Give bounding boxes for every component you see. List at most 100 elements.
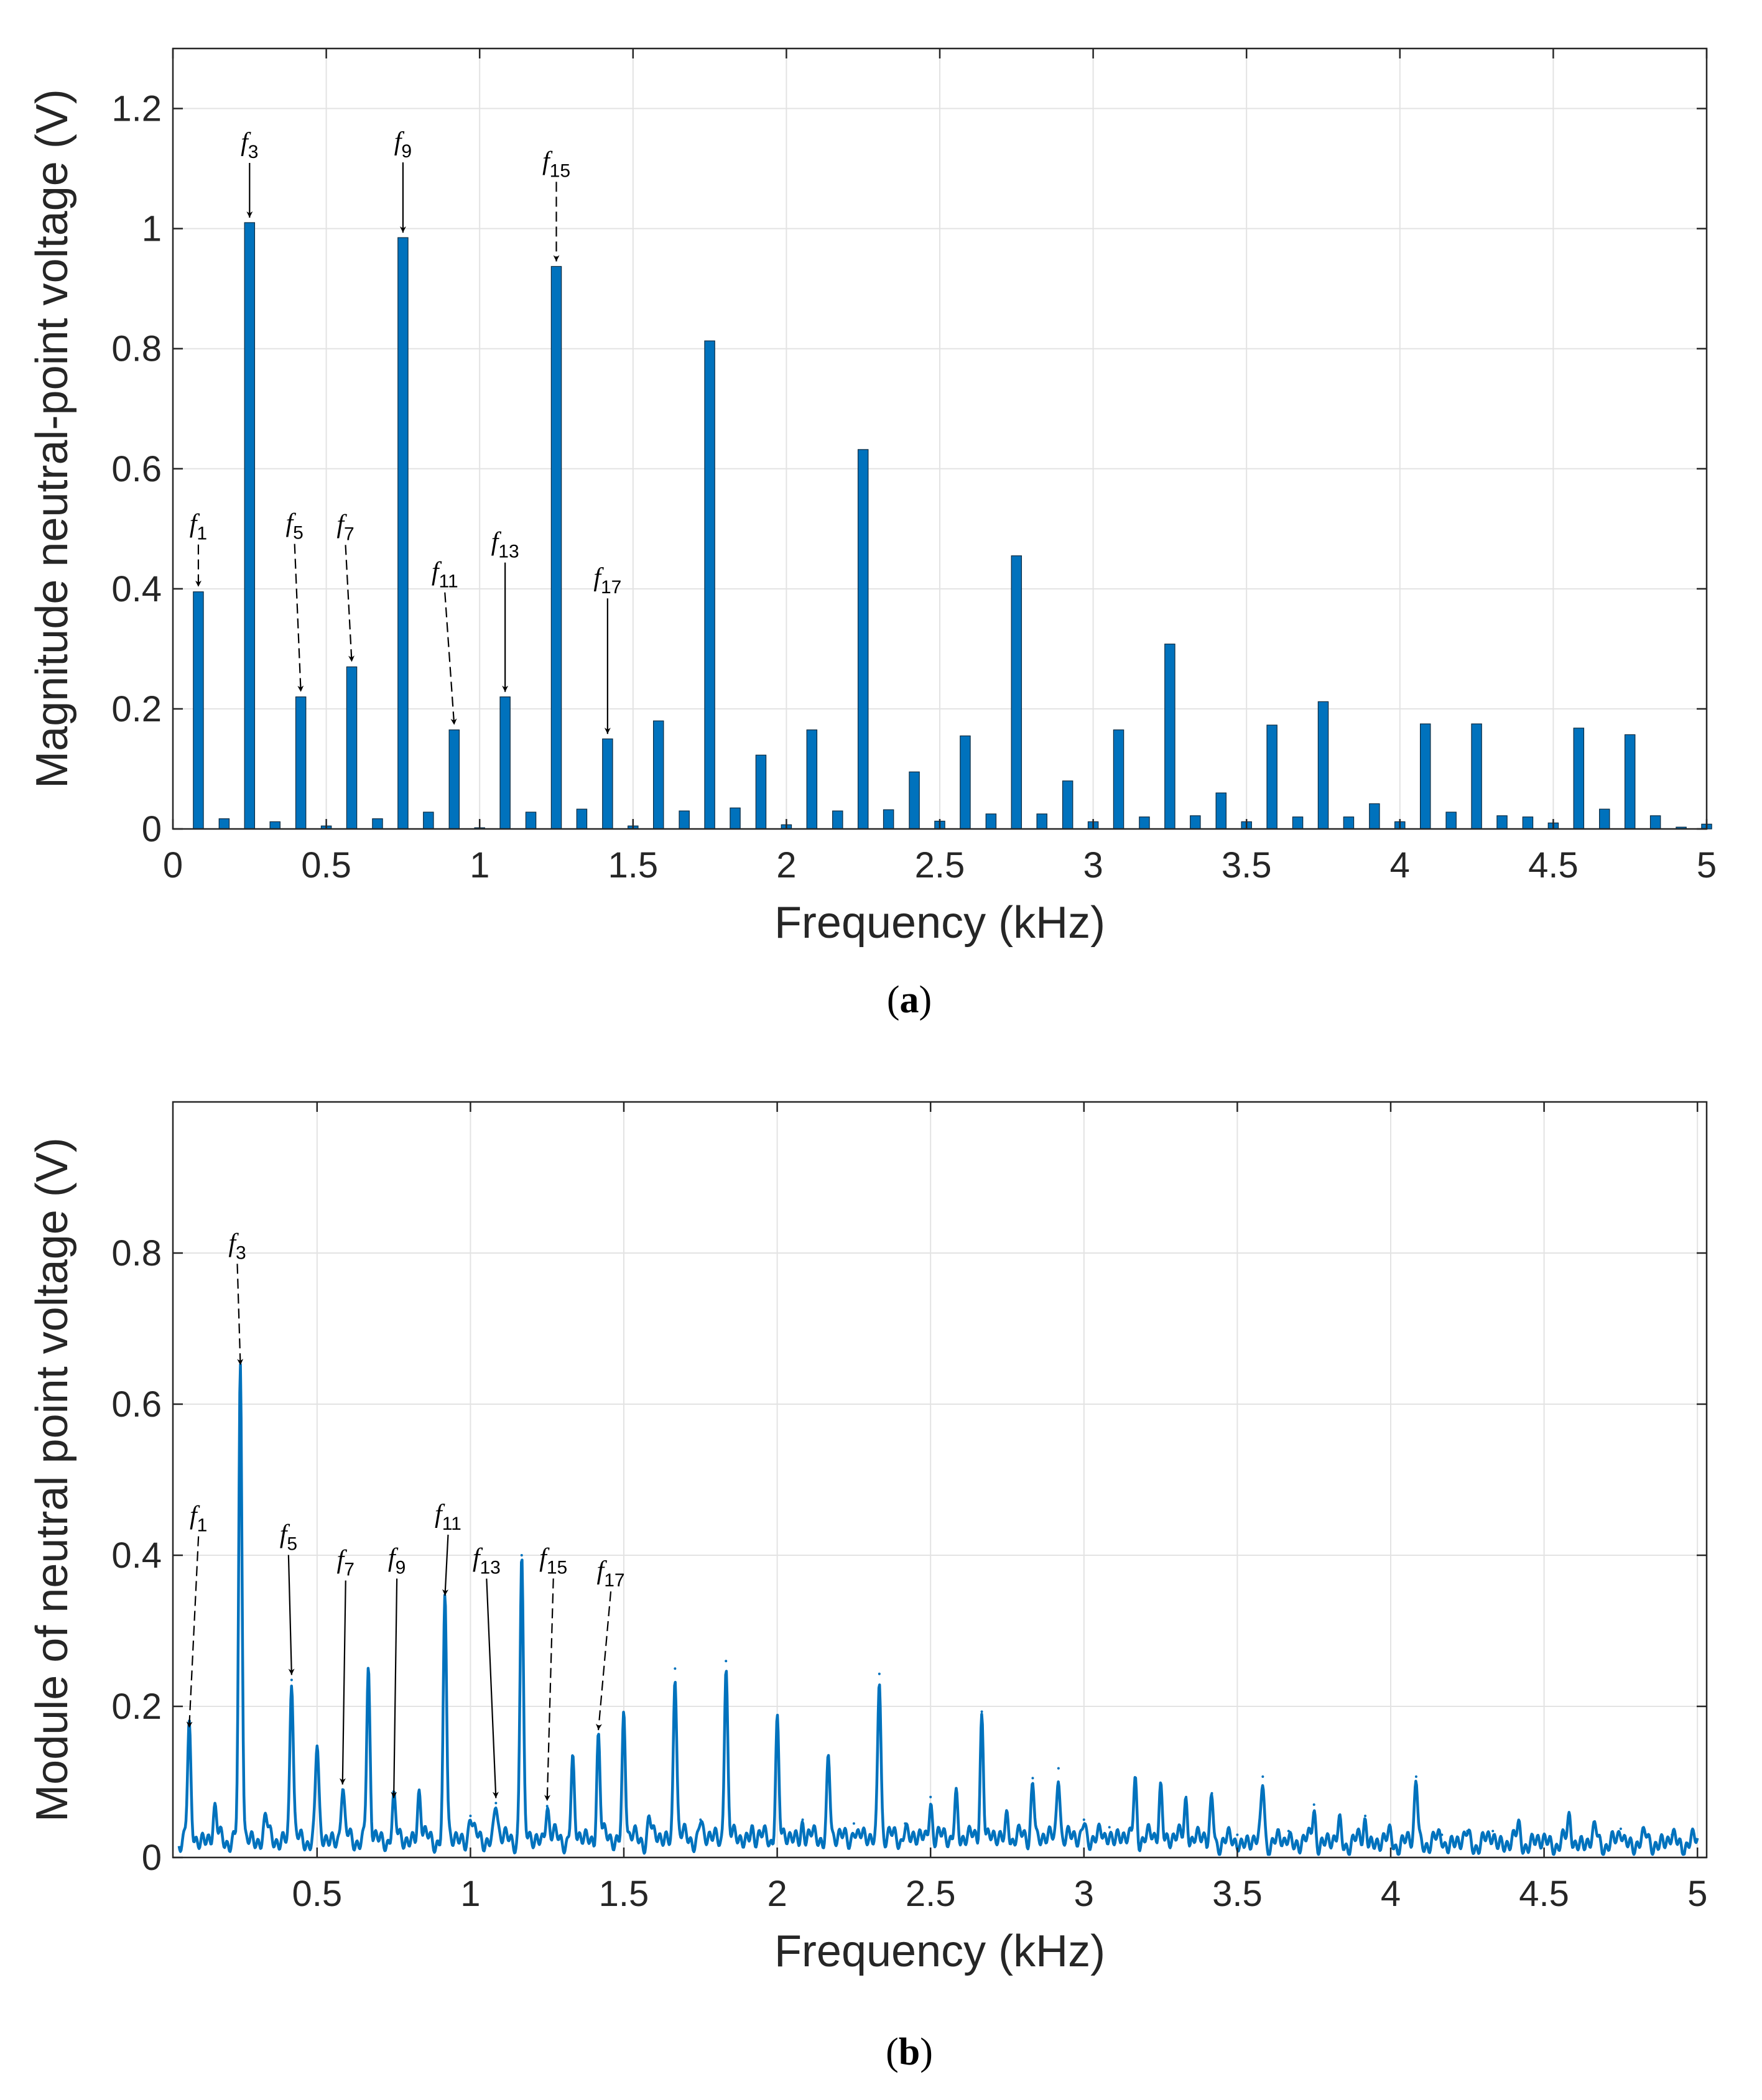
chart-b-annotation-label-7: f7 bbox=[337, 1546, 355, 1580]
chart-b-ytick-label-3: 0.6 bbox=[111, 1384, 162, 1425]
chart-b-ytick-label-2: 0.4 bbox=[111, 1535, 162, 1576]
chart-a-annotation-label-5: f5 bbox=[285, 509, 303, 544]
chart-b-peak-35 bbox=[1082, 1818, 1085, 1821]
chart-a-annotation-label-13: f13 bbox=[491, 528, 519, 562]
chart-b-peak-7 bbox=[367, 1671, 370, 1674]
chart-b-peak-50 bbox=[1466, 1829, 1469, 1833]
chart-a-bar-30 bbox=[960, 735, 971, 830]
chart-b-peak-3 bbox=[264, 1820, 267, 1823]
chart-a-annotation-label-1: f1 bbox=[190, 510, 207, 544]
chart-a-bar-16 bbox=[602, 738, 613, 830]
chart-b-peak-37 bbox=[1134, 1777, 1137, 1780]
chart-b-peak-18 bbox=[647, 1815, 651, 1818]
chart-a-annotation-label-3: f3 bbox=[241, 128, 258, 162]
chart-b-peak-5 bbox=[315, 1746, 318, 1749]
chart-a-bar-37 bbox=[1139, 816, 1150, 830]
chart-a-bar-12 bbox=[499, 696, 511, 830]
chart-a-bar-40 bbox=[1215, 792, 1227, 830]
chart-a-bar-14 bbox=[550, 266, 562, 830]
chart-b-peak-8 bbox=[392, 1802, 396, 1805]
chart-b-peak-22 bbox=[750, 1826, 753, 1829]
chart-a-xtick-label-1: 0.5 bbox=[301, 845, 351, 886]
chart-b-annotation-sub-1: 1 bbox=[197, 1515, 208, 1536]
chart-b-annotation-f7: f7 bbox=[337, 1546, 355, 1785]
chart-b-annotation-label-9: f9 bbox=[388, 1544, 406, 1578]
chart-a-bars bbox=[193, 222, 1712, 830]
chart-b-series-line bbox=[177, 1362, 1699, 1856]
chart-a-bar-56 bbox=[1624, 734, 1636, 830]
chart-a-annotation-sub-5: 5 bbox=[293, 523, 304, 544]
chart-a-ylabel: Magnitude neutral-point voltage (V) bbox=[27, 89, 77, 789]
chart-b-peak-32 bbox=[1006, 1811, 1009, 1814]
chart-b-peak-13 bbox=[520, 1554, 523, 1556]
chart-b-peak-33 bbox=[1031, 1777, 1034, 1780]
chart-b-peak-42 bbox=[1261, 1775, 1264, 1778]
chart-a-bar-18 bbox=[652, 720, 664, 830]
chart-a-annotation-sub-17: 17 bbox=[601, 577, 621, 598]
chart-a-bar-10 bbox=[448, 729, 460, 830]
chart-b-ytick-label-0: 0 bbox=[142, 1838, 162, 1878]
chart-b-peak-48 bbox=[1414, 1775, 1417, 1778]
chart-b-annotation-label-13: f13 bbox=[473, 1544, 501, 1578]
chart-b-annotation-sub-11: 11 bbox=[442, 1514, 461, 1534]
chart-a-annotation-f9: f9 bbox=[394, 127, 412, 233]
chart-a-annotation-sub-13: 13 bbox=[498, 542, 519, 562]
chart-b-annotation-arrow-11 bbox=[442, 1534, 449, 1596]
chart-a-xtick-label-8: 4 bbox=[1390, 845, 1410, 886]
chart-a-bar-8 bbox=[397, 237, 409, 830]
chart-b-annotation-label-15: f15 bbox=[539, 1543, 567, 1578]
chart-b-annotation-label-1: f1 bbox=[190, 1502, 207, 1536]
chart-b-peak-1 bbox=[213, 1811, 216, 1814]
chart-b-annotation-sub-9: 9 bbox=[396, 1558, 406, 1578]
chart-b-annotation-sub-13: 13 bbox=[480, 1558, 500, 1578]
caption-a-close: ) bbox=[919, 979, 932, 1021]
chart-a-annotation-f11: f11 bbox=[432, 558, 458, 725]
chart-b-peak-49 bbox=[1440, 1833, 1444, 1836]
chart-a-ytick-label-2: 0.4 bbox=[111, 569, 162, 609]
chart-a-bar-55 bbox=[1599, 808, 1610, 830]
chart-a-bar-50 bbox=[1471, 723, 1482, 830]
chart-b-grid bbox=[173, 1102, 1707, 1858]
chart-a-ytick-label-6: 1.2 bbox=[111, 89, 162, 129]
chart-b-peak-40 bbox=[1210, 1792, 1213, 1795]
chart-a-bar-19 bbox=[679, 810, 690, 830]
chart-b-peak-14 bbox=[545, 1805, 549, 1808]
chart-b-peak-51 bbox=[1491, 1829, 1495, 1833]
chart-b-xtick-label-6: 3.5 bbox=[1212, 1874, 1263, 1914]
chart-a-bar-34 bbox=[1062, 780, 1073, 830]
chart-b-xtick-label-5: 3 bbox=[1074, 1874, 1094, 1914]
chart-a-bar-36 bbox=[1113, 729, 1124, 830]
chart-b-peak-24 bbox=[801, 1818, 804, 1821]
caption-b-open: ( bbox=[886, 2031, 899, 2073]
chart-a-bar-0 bbox=[193, 591, 204, 830]
chart-b-annotation-sub-15: 15 bbox=[547, 1557, 567, 1578]
chart-b-peak-39 bbox=[1185, 1795, 1188, 1798]
chart-b-xtick-label-2: 1.5 bbox=[599, 1874, 649, 1914]
chart-b-annotation-arrow-15 bbox=[544, 1578, 554, 1802]
chart-a-annotation-f5: f5 bbox=[285, 509, 304, 692]
chart-b-peak-46 bbox=[1364, 1815, 1367, 1818]
chart-a-bar-26 bbox=[857, 449, 869, 830]
chart-b-annotation-arrow-7 bbox=[339, 1580, 346, 1785]
chart-a-bar-7 bbox=[372, 818, 383, 830]
chart-b-xtick-label-1: 1 bbox=[460, 1874, 480, 1914]
chart-b-peak-43 bbox=[1287, 1829, 1290, 1833]
chart-b-peak-9 bbox=[418, 1792, 421, 1795]
chart-b-annotation-label-3: f3 bbox=[228, 1229, 246, 1263]
chart-a-bar-57 bbox=[1649, 815, 1661, 830]
chart-a-annotation-arrow-5 bbox=[294, 544, 304, 692]
chart-a-bar-27 bbox=[883, 809, 894, 830]
chart-b-annotation-arrow-13 bbox=[486, 1578, 499, 1798]
chart-b-peak-53 bbox=[1542, 1837, 1546, 1840]
chart-a-xtick-label-7: 3.5 bbox=[1222, 845, 1272, 886]
chart-b-annotation-f3: f3 bbox=[228, 1229, 246, 1366]
caption-a: (a) bbox=[887, 979, 932, 1021]
chart-a-xtick-label-9: 4.5 bbox=[1528, 845, 1579, 886]
chart-a-bar-43 bbox=[1292, 816, 1304, 830]
chart-a-annotation-sub-7: 7 bbox=[344, 524, 355, 544]
chart-a-bar-15 bbox=[576, 808, 588, 830]
chart-a-annotation-label-11: f11 bbox=[432, 558, 458, 592]
chart-a-bar-31 bbox=[985, 813, 997, 830]
chart-b-annotation-sub-7: 7 bbox=[344, 1560, 355, 1580]
chart-a-bar-39 bbox=[1190, 815, 1201, 830]
